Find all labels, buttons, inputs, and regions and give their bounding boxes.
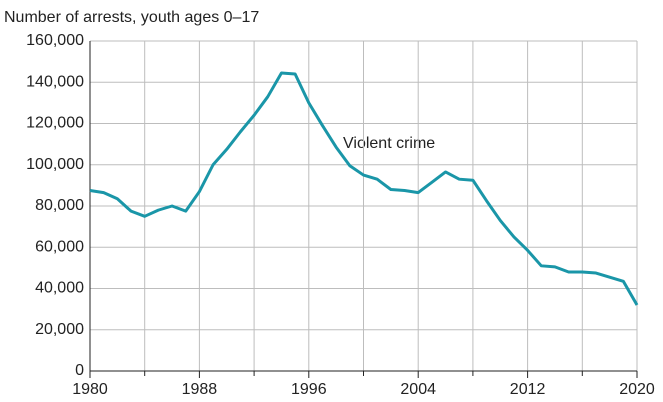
y-tick-label: 60,000 [35,238,84,255]
y-tick-label: 80,000 [35,197,84,214]
y-tick-label: 40,000 [35,280,84,297]
x-tick-label: 1988 [182,381,218,398]
x-tick-label: 2020 [619,381,655,398]
y-tick-label: 120,000 [26,115,84,132]
y-tick-label: 160,000 [26,32,84,49]
y-tick-label: 20,000 [35,321,84,338]
x-tick-label: 1996 [291,381,327,398]
x-tick-label: 2004 [400,381,436,398]
line [89,71,639,306]
y-axis-label: Number of arrests, youth ages 0–17 [4,9,259,26]
y-tick-label: 140,000 [26,73,84,90]
annotation: Violent crime [343,135,435,152]
y-tick-label: 100,000 [26,156,84,173]
x-tick-label: 2012 [510,381,546,398]
x-tick-label: 1980 [72,381,108,398]
y-tick-label: 0 [75,362,84,379]
